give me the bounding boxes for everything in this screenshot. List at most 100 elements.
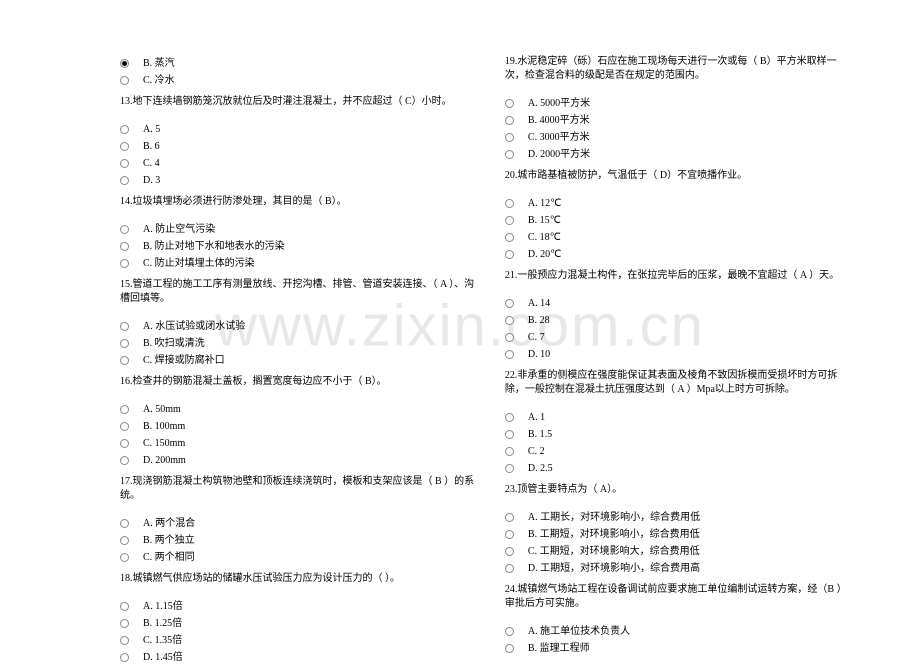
option-label: C. 7: [528, 330, 850, 346]
question-text: 20.城市路基植被防护，气温低于（ D）不宜喷播作业。: [505, 169, 850, 183]
radio-icon: [120, 456, 129, 465]
option[interactable]: D. 2000平方米: [505, 147, 850, 163]
option[interactable]: B. 1.5: [505, 427, 850, 443]
option-label: A. 1: [528, 410, 850, 426]
option[interactable]: A. 1.15倍: [120, 599, 475, 615]
radio-icon: [505, 99, 514, 108]
option-label: C. 18℃: [528, 230, 850, 246]
option[interactable]: C. 150mm: [120, 436, 475, 452]
radio-icon: [120, 159, 129, 168]
radio-icon: [120, 322, 129, 331]
option[interactable]: A. 两个混合: [120, 516, 475, 532]
radio-icon: [120, 636, 129, 645]
option[interactable]: C. 冷水: [120, 73, 475, 89]
option-label: B. 6: [143, 139, 475, 155]
option[interactable]: B. 两个独立: [120, 533, 475, 549]
option[interactable]: D. 20℃: [505, 247, 850, 263]
option-label: C. 2: [528, 444, 850, 460]
option[interactable]: A. 施工单位技术负责人: [505, 624, 850, 640]
radio-icon: [120, 142, 129, 151]
option[interactable]: C. 3000平方米: [505, 130, 850, 146]
option-label: B. 工期短，对环境影响小，综合费用低: [528, 527, 850, 543]
radio-icon: [505, 333, 514, 342]
option[interactable]: A. 1: [505, 410, 850, 426]
option[interactable]: C. 焊接或防腐补口: [120, 353, 475, 369]
option[interactable]: B. 蒸汽: [120, 56, 475, 72]
option-label: A. 50mm: [143, 402, 475, 418]
question-text: 21.一般预应力混凝土构件，在张拉完毕后的压浆，最晚不宜超过（ A ）天。: [505, 269, 850, 283]
radio-icon: [120, 225, 129, 234]
option-label: B. 两个独立: [143, 533, 475, 549]
radio-icon: [505, 413, 514, 422]
option-label: D. 2000平方米: [528, 147, 850, 163]
question-text: 17.现浇钢筋混凝土构筑物池壁和顶板连续浇筑时，模板和支架应该是（ B ）的系统…: [120, 475, 475, 503]
option[interactable]: D. 200mm: [120, 453, 475, 469]
option-label: B. 4000平方米: [528, 113, 850, 129]
question-text: 14.垃圾填埋场必须进行防渗处理，其目的是（ B）。: [120, 195, 475, 209]
radio-icon: [505, 627, 514, 636]
option-label: C. 1.35倍: [143, 633, 475, 649]
radio-icon: [120, 125, 129, 134]
option[interactable]: C. 7: [505, 330, 850, 346]
option[interactable]: B. 4000平方米: [505, 113, 850, 129]
option[interactable]: B. 监理工程师: [505, 641, 850, 657]
question-text: 19.水泥稳定碎（砾）石应在施工现场每天进行一次或每（ B）平方米取样一次，检查…: [505, 55, 850, 83]
option-label: A. 5: [143, 122, 475, 138]
option-label: C. 4: [143, 156, 475, 172]
option[interactable]: C. 防止对填埋土体的污染: [120, 256, 475, 272]
option-label: A. 5000平方米: [528, 96, 850, 112]
option[interactable]: B. 28: [505, 313, 850, 329]
option[interactable]: A. 工期长，对环境影响小，综合费用低: [505, 510, 850, 526]
option[interactable]: B. 6: [120, 139, 475, 155]
option-label: A. 施工单位技术负责人: [528, 624, 850, 640]
radio-icon: [120, 259, 129, 268]
radio-icon: [505, 547, 514, 556]
question-text: 15.管道工程的施工工序有测量放线、开挖沟槽、排管、管道安装连接、（ A ）、沟…: [120, 278, 475, 306]
option[interactable]: A. 14: [505, 296, 850, 312]
option[interactable]: C. 2: [505, 444, 850, 460]
option[interactable]: A. 50mm: [120, 402, 475, 418]
radio-icon: [505, 233, 514, 242]
option-label: C. 防止对填埋土体的污染: [143, 256, 475, 272]
option[interactable]: C. 18℃: [505, 230, 850, 246]
option[interactable]: C. 两个相同: [120, 550, 475, 566]
option[interactable]: D. 10: [505, 347, 850, 363]
option-label: D. 3: [143, 173, 475, 189]
option[interactable]: B. 工期短，对环境影响小，综合费用低: [505, 527, 850, 543]
option-label: A. 工期长，对环境影响小，综合费用低: [528, 510, 850, 526]
radio-icon: [120, 339, 129, 348]
option[interactable]: B. 防止对地下水和地表水的污染: [120, 239, 475, 255]
question-text: 22.非承重的侧模应在强度能保证其表面及棱角不致因拆模而受损坏时方可拆除，一般控…: [505, 369, 850, 397]
option[interactable]: A. 5: [120, 122, 475, 138]
option[interactable]: B. 1.25倍: [120, 616, 475, 632]
option[interactable]: B. 吹扫或清洗: [120, 336, 475, 352]
option[interactable]: A. 12℃: [505, 196, 850, 212]
option-label: B. 15℃: [528, 213, 850, 229]
option[interactable]: B. 100mm: [120, 419, 475, 435]
option[interactable]: A. 水压试验或闭水试验: [120, 319, 475, 335]
option[interactable]: A. 防止空气污染: [120, 222, 475, 238]
option[interactable]: D. 1.45倍: [120, 650, 475, 666]
option[interactable]: D. 工期短，对环境影响小，综合费用高: [505, 561, 850, 577]
option-label: C. 150mm: [143, 436, 475, 452]
radio-icon: [120, 536, 129, 545]
option[interactable]: C. 工期短，对环境影响大，综合费用低: [505, 544, 850, 560]
option[interactable]: D. 3: [120, 173, 475, 189]
question-text: 24.城镇燃气场站工程在设备调试前应要求施工单位编制试运转方案，经（B ）审批后…: [505, 583, 850, 611]
radio-icon: [505, 350, 514, 359]
radio-icon: [505, 447, 514, 456]
option[interactable]: C. 4: [120, 156, 475, 172]
radio-icon: [120, 59, 129, 68]
option-label: B. 100mm: [143, 419, 475, 435]
option-label: C. 焊接或防腐补口: [143, 353, 475, 369]
radio-icon: [120, 176, 129, 185]
option-label: D. 20℃: [528, 247, 850, 263]
option-label: B. 吹扫或清洗: [143, 336, 475, 352]
option[interactable]: D. 2.5: [505, 461, 850, 477]
option[interactable]: C. 1.35倍: [120, 633, 475, 649]
option-label: A. 水压试验或闭水试验: [143, 319, 475, 335]
radio-icon: [505, 116, 514, 125]
option[interactable]: A. 5000平方米: [505, 96, 850, 112]
option[interactable]: B. 15℃: [505, 213, 850, 229]
option-label: C. 冷水: [143, 73, 475, 89]
